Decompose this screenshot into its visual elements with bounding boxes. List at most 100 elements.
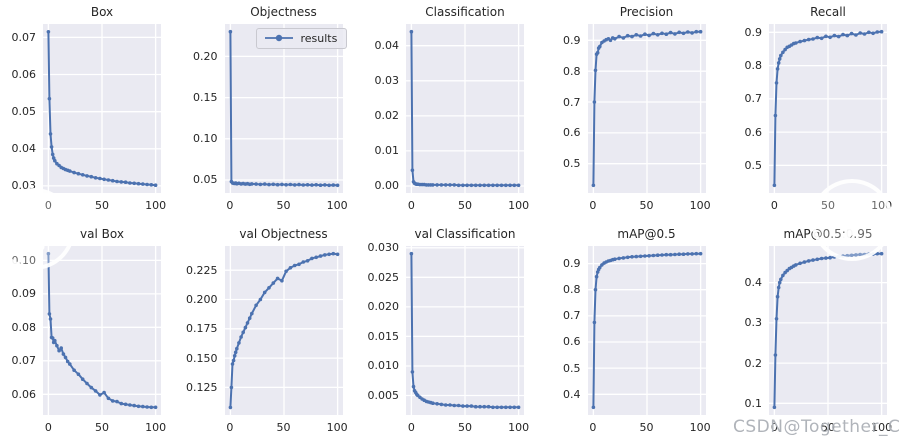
classification-ytick: 0.00 [374,179,400,193]
val-classification-ytick: 0.005 [367,389,400,402]
val-objectness-ytick: 0.200 [186,292,218,306]
map-0-5-xtick: 0 [589,421,597,434]
objectness-xtick: 100 [326,199,348,212]
val-objectness-xtick: 50 [276,421,291,434]
precision-plot [587,24,706,193]
chevron-right-icon [841,198,865,242]
recall-plot [769,24,887,193]
map-0-5-xtick: 50 [639,421,654,434]
map-0-5-ytick: 0.4 [563,387,581,401]
box-ytick: 0.07 [11,30,37,44]
val-classification-xtick: 100 [508,421,530,434]
map-0-5-title: mAP@0.5 [617,227,676,241]
classification-ytick: 0.01 [374,144,400,158]
objectness-ytick: 0.20 [193,49,218,63]
val-box-title: val Box [80,227,124,241]
classification-ytick: 0.04 [374,39,400,53]
box-ytick: 0.05 [11,105,37,119]
legend-label: results [300,31,338,45]
recall-ytick: 0.6 [744,125,763,139]
classification-plot [406,24,524,193]
val-classification-xtick: 0 [407,421,415,434]
val-objectness-xtick: 100 [326,421,348,434]
recall-ytick: 0.5 [744,158,763,172]
val-objectness-plot [224,246,343,415]
objectness-title: Objectness [250,5,317,19]
objectness-ytick: 0.10 [193,132,218,146]
legend-line-marker-icon [264,34,293,42]
precision-title: Precision [619,5,674,19]
box-xtick: 50 [95,199,109,212]
objectness-plot [224,24,343,193]
val-objectness-ytick: 0.150 [186,351,218,365]
classification-title: Classification [425,5,505,19]
val-objectness-title: val Objectness [239,227,328,241]
map-0-5-ytick: 0.6 [563,335,581,349]
objectness-ytick: 0.05 [193,173,218,187]
classification-xtick: 50 [458,199,472,212]
val-objectness-xtick: 0 [226,421,234,434]
val-classification-ytick: 0.030 [367,241,400,255]
val-box-xtick: 50 [95,421,109,434]
carousel-prev-button[interactable] [0,188,75,270]
val-box-xtick: 0 [44,421,52,434]
box-xtick: 100 [145,199,167,212]
precision-ytick: 0.8 [563,64,581,78]
map-0-5-0-95-xtick: 0 [770,421,778,434]
val-classification-title: val Classification [414,227,516,241]
recall-ytick: 0.9 [744,25,763,39]
map-0-5-xtick: 100 [689,421,711,434]
results-legend: results [255,27,348,49]
val-classification-plot [406,246,524,415]
val-box-ytick: 0.09 [11,287,37,301]
val-objectness-ytick: 0.125 [186,380,218,394]
box-plot [43,24,161,193]
csdn-watermark: CSDN@Together_CZ [733,417,901,437]
precision-ytick: 0.7 [563,95,581,109]
map-0-5-ytick: 0.9 [563,257,581,271]
map-0-5-0-95-xtick: 100 [871,421,893,434]
val-classification-xtick: 50 [458,421,472,434]
val-classification-ytick: 0.015 [367,329,400,343]
map-0-5-0-95-plot [769,246,887,415]
map-0-5-0-95-ytick: 0.2 [744,356,763,370]
recall-title: Recall [810,5,846,19]
precision-ytick: 0.6 [563,126,581,140]
recall-xtick: 0 [770,199,778,212]
map-0-5-ytick: 0.8 [563,283,581,297]
val-box-ytick: 0.08 [11,320,37,334]
objectness-xtick: 0 [226,199,234,212]
map-0-5-ytick: 0.7 [563,309,581,323]
val-classification-ytick: 0.010 [367,359,400,373]
precision-xtick: 100 [689,199,711,212]
val-box-ytick: 0.06 [11,387,37,401]
map-0-5-0-95-ytick: 0.3 [744,316,763,330]
classification-ytick: 0.02 [374,109,400,123]
carousel-next-button[interactable] [811,179,893,261]
recall-ytick: 0.8 [744,59,763,73]
box-ytick: 0.04 [11,142,37,156]
map-0-5-0-95-ytick: 0.1 [744,396,763,410]
map-0-5-ytick: 0.5 [563,361,581,375]
map-0-5-0-95-xtick: 50 [821,421,835,434]
recall-ytick: 0.7 [744,92,763,106]
classification-xtick: 0 [407,199,415,212]
classification-ytick: 0.03 [374,74,400,88]
val-box-xtick: 100 [145,421,167,434]
objectness-ytick: 0.15 [193,91,218,105]
val-objectness-ytick: 0.225 [186,263,218,277]
chevron-left-icon [21,207,45,251]
val-objectness-ytick: 0.175 [186,322,218,336]
val-box-plot [43,246,161,415]
objectness-xtick: 50 [276,199,291,212]
box-title: Box [90,5,114,19]
map-0-5-plot [587,246,706,415]
val-classification-ytick: 0.025 [367,270,400,284]
val-classification-ytick: 0.020 [367,300,400,314]
map-0-5-0-95-ytick: 0.4 [744,276,763,290]
val-box-ytick: 0.07 [11,354,37,368]
classification-xtick: 100 [508,199,530,212]
precision-xtick: 50 [639,199,654,212]
precision-ytick: 0.5 [563,157,581,171]
